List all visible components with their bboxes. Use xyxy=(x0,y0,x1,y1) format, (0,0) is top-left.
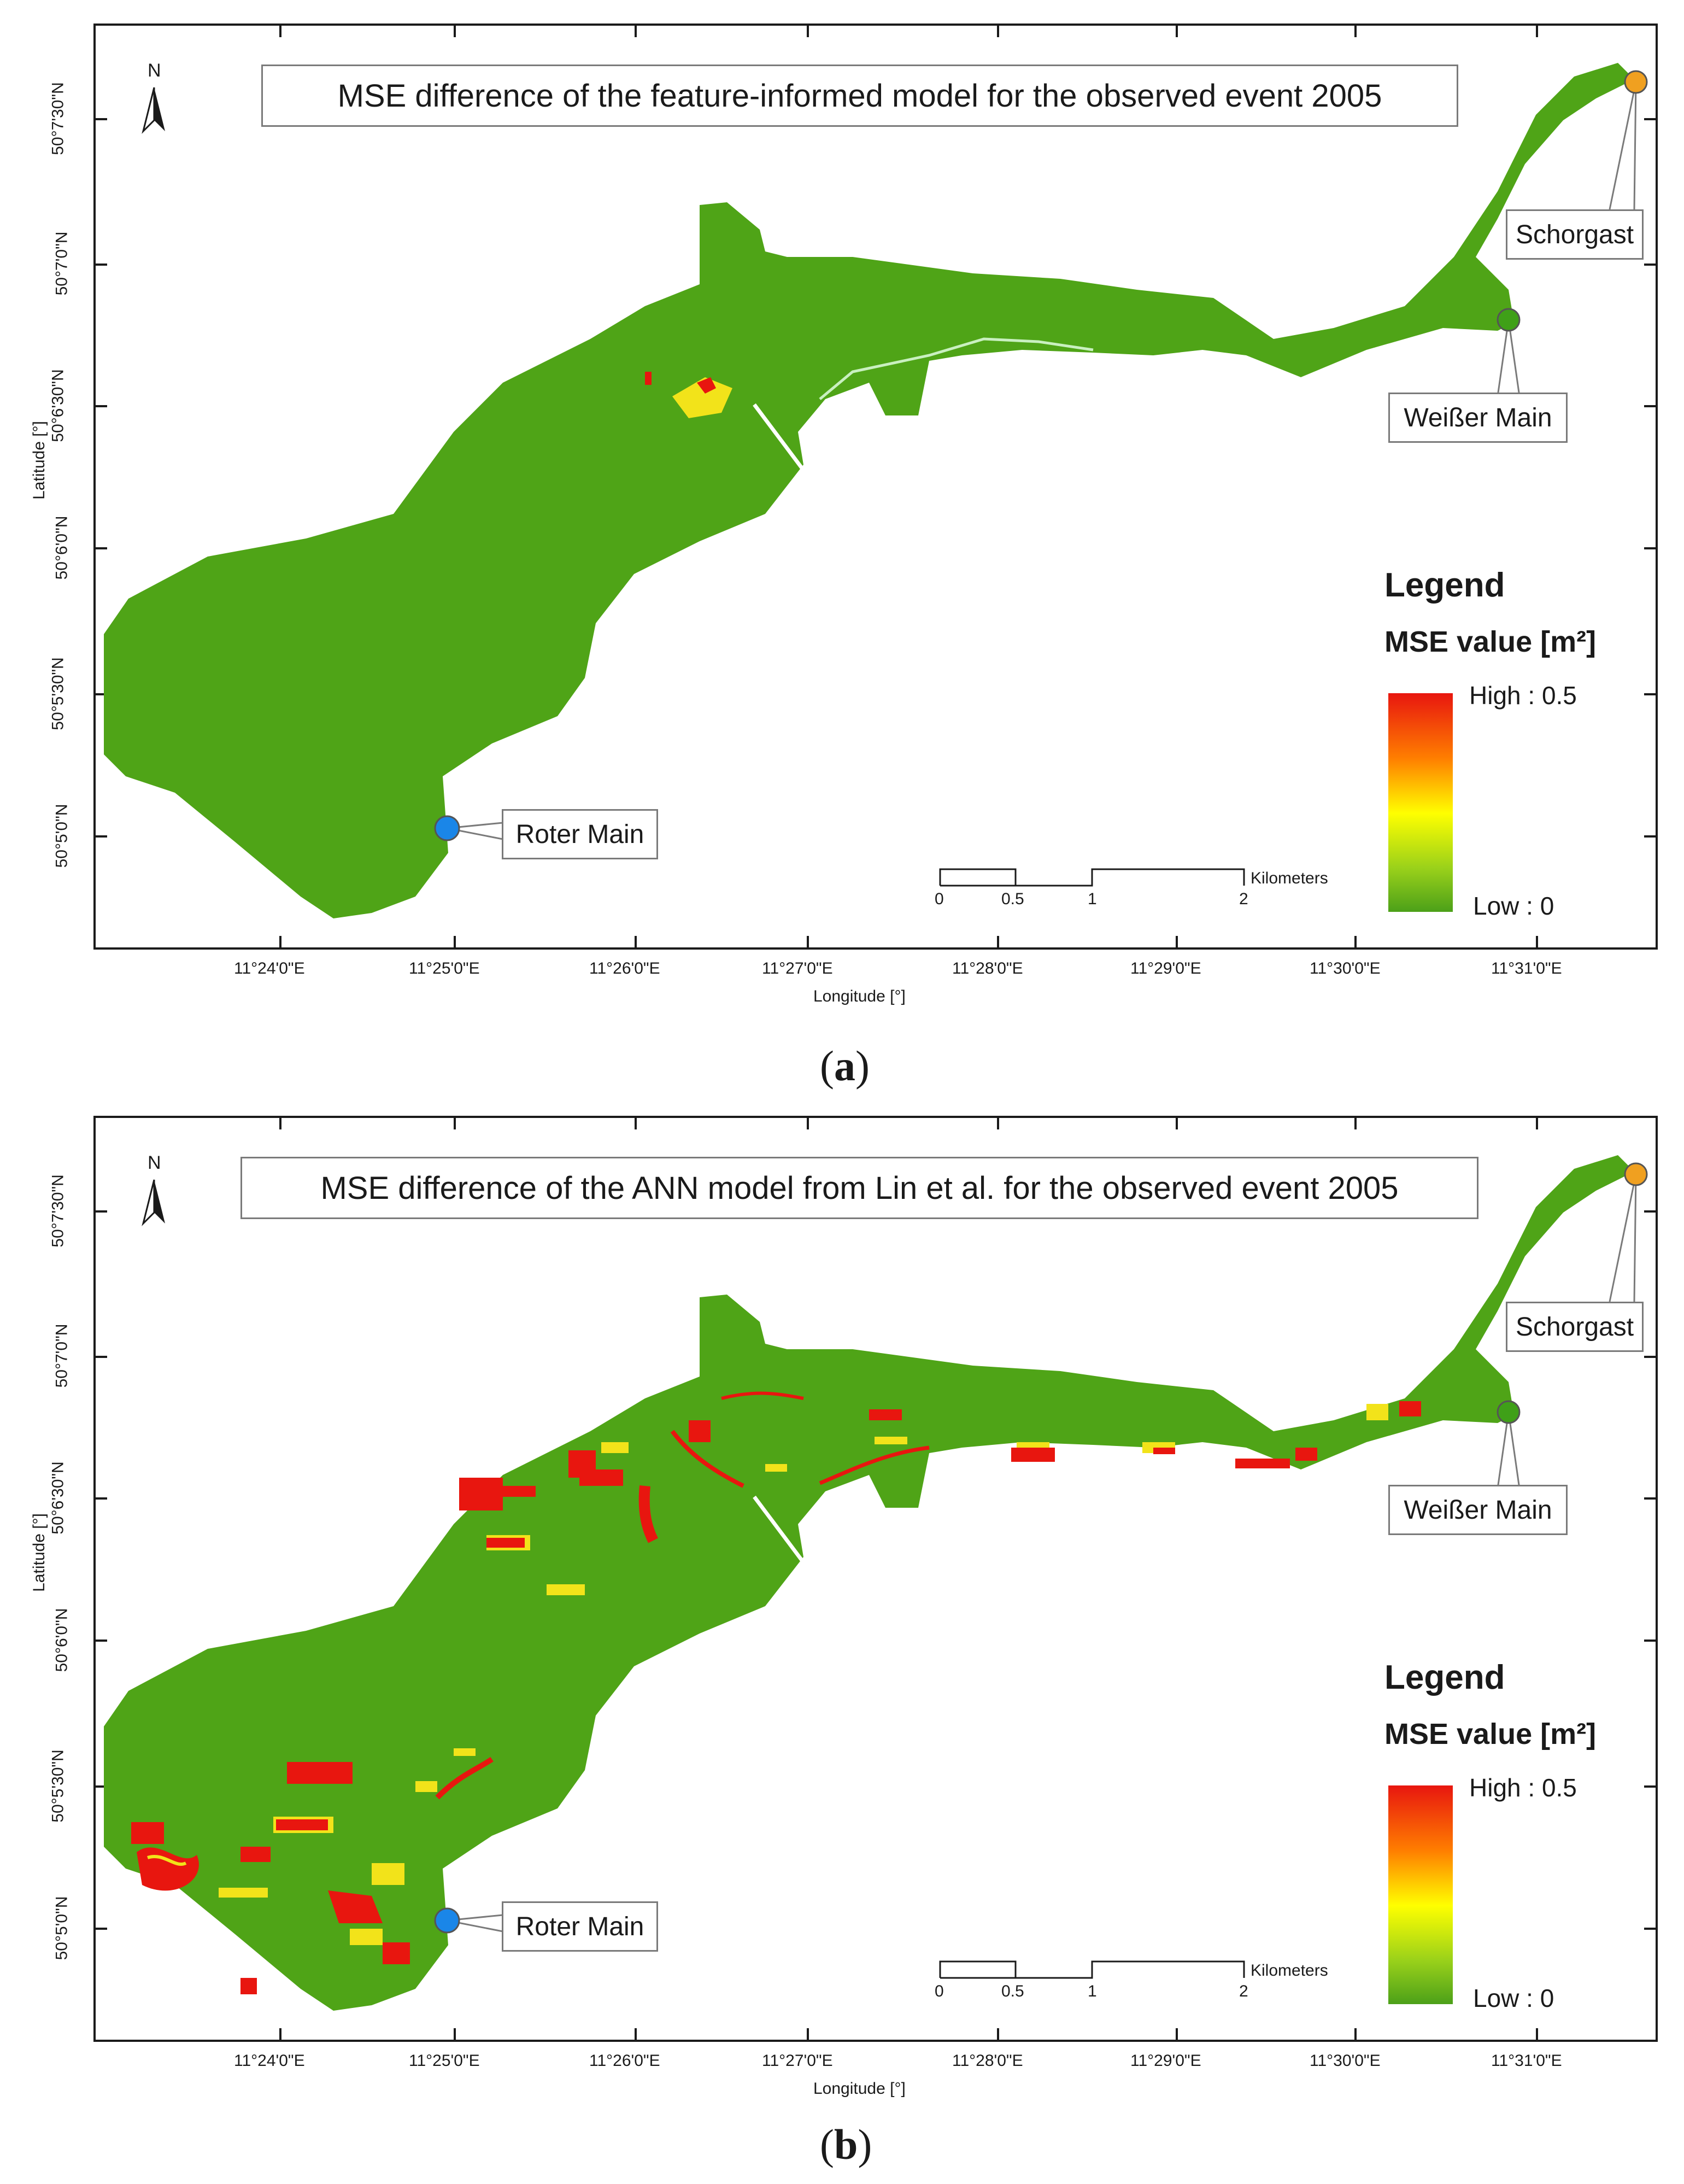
scale-unit-label: Kilometers xyxy=(1251,869,1328,887)
lat-tick-label: 50°6'0"N xyxy=(52,1608,71,1672)
lat-tick-label: 50°6'30"N xyxy=(49,1461,67,1535)
panel-caption: (b) xyxy=(820,2121,872,2168)
scale-tick-label: 0.5 xyxy=(1001,890,1024,908)
gauge-label-weisser-main: Weißer Main xyxy=(1388,1485,1568,1535)
gauge-label-schorgast: Schorgast xyxy=(1506,209,1644,260)
legend-title: Legend xyxy=(1384,566,1505,604)
lon-tick-label: 11°29'0"E xyxy=(1130,2052,1201,2070)
scale-tick-label: 0.5 xyxy=(1001,1982,1024,2000)
lon-tick-label: 11°27'0"E xyxy=(762,959,833,977)
gauge-leader-lines xyxy=(447,1174,1637,1933)
gauge-roter-main-marker[interactable] xyxy=(434,1907,460,1934)
gauge-schorgast-marker[interactable] xyxy=(1624,70,1648,94)
scale-bar xyxy=(939,1960,1245,1979)
lat-tick-label: 50°7'30"N xyxy=(49,1174,67,1248)
channel-gap xyxy=(753,1495,805,1564)
legend-subtitle: MSE value [m²] xyxy=(1384,1718,1597,1750)
lon-tick-label: 11°25'0"E xyxy=(409,959,480,977)
lat-tick-label: 50°5'30"N xyxy=(49,657,67,730)
gauge-label-roter-main: Roter Main xyxy=(502,809,658,859)
north-arrow-icon xyxy=(142,1179,165,1226)
lat-tick-label: 50°7'0"N xyxy=(52,231,71,296)
legend-high-label: High : 0.5 xyxy=(1469,1773,1577,1802)
legend-title: Legend xyxy=(1384,1659,1505,1696)
scale-tick-label: 1 xyxy=(1088,890,1097,908)
gauge-label-roter-main: Roter Main xyxy=(502,1901,658,1952)
lat-tick-label: 50°5'0"N xyxy=(52,804,71,868)
scale-bar xyxy=(939,868,1245,887)
legend-color-ramp xyxy=(1388,693,1453,912)
lat-tick-label: 50°6'30"N xyxy=(49,369,67,442)
lat-axis-title: Latitude [°] xyxy=(30,1513,48,1592)
gauge-roter-main-marker[interactable] xyxy=(434,815,460,841)
lon-tick-marks xyxy=(95,25,1657,948)
lon-tick-label: 11°26'0"E xyxy=(589,959,660,977)
gauge-schorgast-marker[interactable] xyxy=(1624,1162,1648,1186)
lat-tick-label: 50°5'0"N xyxy=(52,1896,71,1960)
error-spots-a xyxy=(645,372,732,418)
scale-tick-label: 2 xyxy=(1239,1982,1248,2000)
map-svg-a xyxy=(93,24,1658,950)
north-label: N xyxy=(148,1152,161,1173)
lat-tick-label: 50°6'0"N xyxy=(52,516,71,580)
map-svg-b xyxy=(93,1116,1658,2042)
scale-tick-label: 1 xyxy=(1088,1982,1097,2000)
lat-tick-label: 50°7'30"N xyxy=(49,82,67,155)
legend-subtitle: MSE value [m²] xyxy=(1384,625,1597,658)
lon-tick-label: 11°31'0"E xyxy=(1491,959,1562,977)
channel-line xyxy=(819,337,1094,400)
legend-low-label: Low : 0 xyxy=(1473,892,1554,920)
lon-tick-label: 11°26'0"E xyxy=(589,2052,660,2070)
scale-tick-label: 0 xyxy=(935,1982,944,2000)
lon-axis-title: Longitude [°] xyxy=(813,987,906,1005)
legend-high-label: High : 0.5 xyxy=(1469,681,1577,710)
floodplain-area xyxy=(104,1155,1634,2011)
scale-tick-label: 2 xyxy=(1239,890,1248,908)
lon-tick-label: 11°30'0"E xyxy=(1310,959,1381,977)
lon-tick-label: 11°24'0"E xyxy=(234,959,305,977)
lon-tick-label: 11°24'0"E xyxy=(234,2052,305,2070)
lon-axis-title: Longitude [°] xyxy=(813,2080,906,2098)
caption-letter: b xyxy=(834,2121,858,2168)
north-arrow-icon xyxy=(142,87,165,134)
gauge-label-weisser-main: Weißer Main xyxy=(1388,393,1568,443)
error-patches-b xyxy=(131,1391,1421,1994)
floodplain-area xyxy=(104,63,1634,918)
lat-axis-title: Latitude [°] xyxy=(30,421,48,500)
channel-gap xyxy=(753,403,805,472)
scale-tick-label: 0 xyxy=(935,890,944,908)
lon-tick-label: 11°28'0"E xyxy=(952,2052,1023,2070)
panel-caption: (a) xyxy=(820,1042,870,1090)
legend-low-label: Low : 0 xyxy=(1473,1984,1554,2012)
lon-tick-label: 11°30'0"E xyxy=(1310,2052,1381,2070)
lon-tick-label: 11°27'0"E xyxy=(762,2052,833,2070)
north-label: N xyxy=(148,60,161,81)
gauge-weisser-main-marker[interactable] xyxy=(1497,308,1521,332)
lon-tick-label: 11°28'0"E xyxy=(952,959,1023,977)
caption-letter: a xyxy=(834,1042,855,1090)
lon-tick-label: 11°29'0"E xyxy=(1130,959,1201,977)
gauge-label-schorgast: Schorgast xyxy=(1506,1302,1644,1352)
map-title: MSE difference of the ANN model from Lin… xyxy=(240,1157,1478,1219)
legend-color-ramp xyxy=(1388,1785,1453,2004)
map-panel-b: MSE difference of the ANN model from Lin… xyxy=(0,1092,1684,2184)
map-title: MSE difference of the feature-informed m… xyxy=(261,65,1458,127)
lon-tick-label: 11°31'0"E xyxy=(1491,2052,1562,2070)
lon-tick-label: 11°25'0"E xyxy=(409,2052,480,2070)
lon-tick-marks xyxy=(95,1117,1657,2041)
scale-unit-label: Kilometers xyxy=(1251,1961,1328,1980)
gauge-weisser-main-marker[interactable] xyxy=(1497,1400,1521,1424)
lat-tick-label: 50°7'0"N xyxy=(52,1324,71,1388)
lat-tick-label: 50°5'30"N xyxy=(49,1749,67,1823)
map-panel-a: MSE difference of the feature-informed m… xyxy=(30,24,1658,1090)
